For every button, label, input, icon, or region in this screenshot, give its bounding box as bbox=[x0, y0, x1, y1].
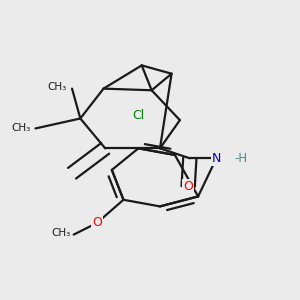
Text: O: O bbox=[183, 180, 193, 193]
Text: Cl: Cl bbox=[132, 109, 145, 122]
Text: O: O bbox=[92, 217, 102, 230]
Text: -H: -H bbox=[235, 152, 248, 166]
Text: N: N bbox=[212, 152, 221, 165]
Text: CH₃: CH₃ bbox=[48, 82, 67, 92]
Text: CH₃: CH₃ bbox=[11, 123, 31, 134]
Text: CH₃: CH₃ bbox=[51, 228, 70, 238]
